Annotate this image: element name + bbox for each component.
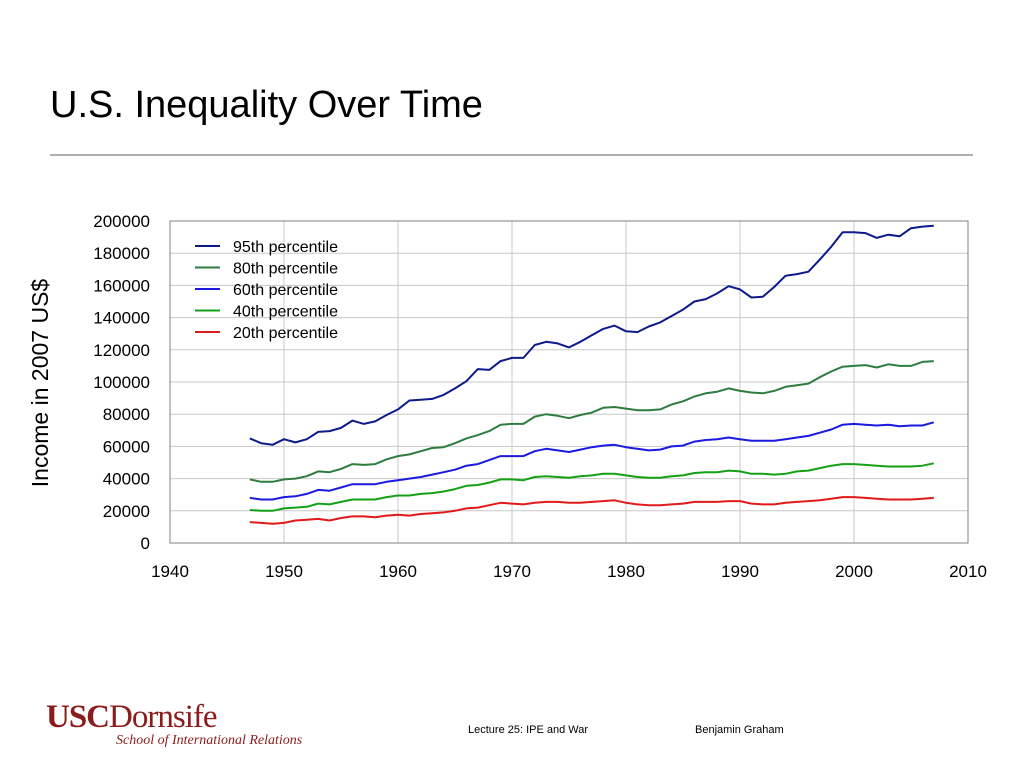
y-tick-label: 40000	[103, 470, 150, 489]
x-tick-label: 1970	[493, 562, 531, 581]
series-line-95th-percentile	[249, 224, 934, 446]
y-tick-label: 140000	[93, 309, 150, 328]
plot-frame	[169, 220, 969, 544]
x-tick-label: 1940	[151, 562, 189, 581]
logo-school-text: School of International Relations	[116, 733, 303, 748]
slide-title: U.S. Inequality Over Time	[50, 84, 483, 126]
y-tick-label: 60000	[103, 437, 150, 456]
x-tick-label: 1950	[265, 562, 303, 581]
series-line-80th-percentile	[249, 360, 934, 483]
series-line-40th-percentile	[249, 462, 935, 512]
legend-label: 60th percentile	[233, 282, 338, 299]
title-divider	[50, 154, 973, 156]
usc-dornsife-logo: USCDornsife	[46, 699, 218, 735]
y-tick-label: 120000	[93, 341, 150, 360]
y-tick-label: 80000	[103, 405, 150, 424]
y-tick-label: 180000	[93, 244, 150, 263]
series-line-60th-percentile	[249, 421, 935, 501]
x-tick-label: 1980	[607, 562, 645, 581]
y-tick-label: 160000	[93, 276, 150, 295]
y-axis-label: Income in 2007 US$	[27, 279, 53, 488]
legend-label: 40th percentile	[233, 304, 338, 321]
x-tick-label: 2000	[835, 562, 873, 581]
footer-author: Benjamin Graham	[695, 724, 784, 736]
legend-label: 20th percentile	[233, 325, 338, 342]
y-tick-label: 0	[141, 534, 150, 553]
footer-lecture: Lecture 25: IPE and War	[468, 724, 589, 736]
logo-dornsife-text: Dornsife	[109, 699, 217, 735]
x-tick-label: 1960	[379, 562, 417, 581]
logo-usc-text: USC	[46, 699, 110, 735]
y-tick-label: 20000	[103, 502, 150, 521]
series-line-20th-percentile	[249, 496, 934, 525]
y-tick-label: 100000	[93, 373, 150, 392]
legend-label: 80th percentile	[233, 261, 338, 278]
x-tick-label: 1990	[721, 562, 759, 581]
legend-label: 95th percentile	[233, 239, 338, 256]
y-tick-label: 200000	[93, 212, 150, 231]
x-tick-label: 2010	[949, 562, 987, 581]
